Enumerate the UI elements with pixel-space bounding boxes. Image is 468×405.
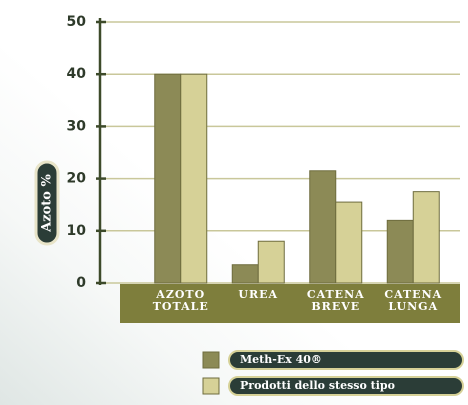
category-band <box>120 284 460 323</box>
legend-swatch <box>202 351 220 369</box>
y-axis-label: Azoto % <box>40 174 55 233</box>
legend-pill <box>228 376 464 396</box>
y-label-pill <box>34 160 60 246</box>
legend-swatch <box>202 377 220 395</box>
y-tick-label: 40 <box>67 66 87 82</box>
x-tick-label: CATENA BREVE <box>306 288 365 313</box>
x-tick-label: UREA <box>238 288 279 301</box>
bar <box>386 219 414 284</box>
bar <box>257 240 285 284</box>
y-tick-label: 50 <box>67 14 87 30</box>
bar <box>231 264 259 284</box>
legend-label: Prodotti dello stesso tipo <box>240 379 395 392</box>
y-tick-label: 10 <box>67 223 87 239</box>
bar <box>154 73 182 284</box>
y-tick-label: 0 <box>76 275 86 291</box>
bar <box>180 73 208 284</box>
bar <box>412 191 440 284</box>
x-tick-label: CATENA LUNGA <box>384 288 443 313</box>
x-tick-label: AZOTO TOTALE <box>152 288 209 313</box>
legend-label: Meth-Ex 40® <box>240 353 322 366</box>
bar <box>335 201 363 284</box>
y-tick-label: 20 <box>67 171 87 187</box>
y-tick-label: 30 <box>67 118 87 134</box>
bar <box>309 170 337 284</box>
legend-pill <box>228 350 464 370</box>
